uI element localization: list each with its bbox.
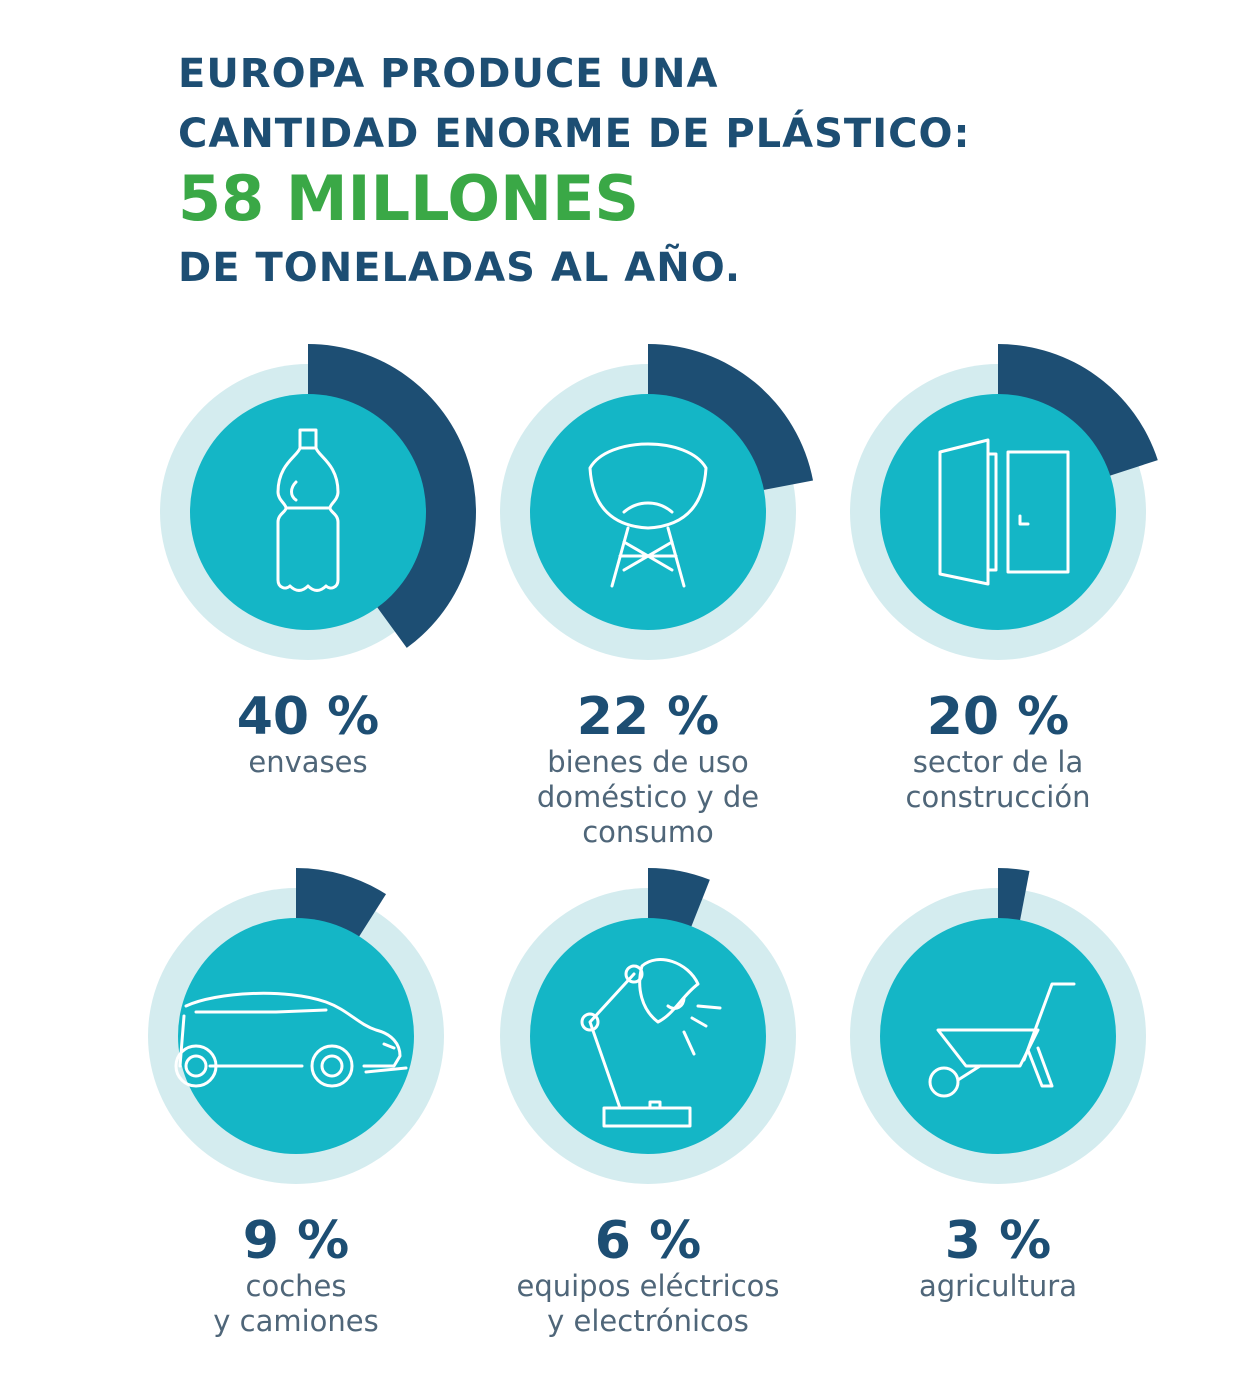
headline: EUROPA PRODUCE UNA CANTIDAD ENORME DE PL… [178,44,1178,298]
inner-disc [190,394,426,630]
headline-highlight: 58 MILLONES [178,162,640,235]
value-label: 20 % [927,687,1070,747]
chart-item: 40 %envases [160,344,476,779]
value-label: 9 % [243,1211,349,1271]
car-icon [174,991,408,1088]
inner-disc [880,918,1116,1154]
category-label: construcción [906,780,1091,814]
inner-disc [530,394,766,630]
lamp-icon [580,958,722,1128]
inner-disc [880,394,1116,630]
category-label: bienes de uso [547,745,749,779]
category-label: equipos eléctricos [517,1269,780,1303]
category-label: agricultura [919,1269,1077,1303]
door-icon [938,438,1070,586]
value-label: 6 % [595,1211,701,1271]
category-label: coches [246,1269,347,1303]
category-label: envases [248,745,367,779]
headline-line-1: EUROPA PRODUCE UNA [178,51,719,97]
value-label: 3 % [945,1211,1051,1271]
category-label: sector de la [913,745,1083,779]
category-label: y camiones [213,1304,378,1338]
inner-disc [530,918,766,1154]
category-label: y electrónicos [547,1304,749,1338]
category-label: doméstico y de [537,780,759,814]
bottle-icon [276,428,340,592]
headline-line-2: CANTIDAD ENORME DE PLÁSTICO: [178,111,971,157]
category-label: consumo [582,815,714,849]
value-label: 22 % [577,687,720,747]
value-label: 40 % [237,687,380,747]
wheelbarrow-icon [928,982,1076,1098]
inner-disc [178,918,414,1154]
chair-icon [588,442,708,588]
headline-line-3: DE TONELADAS AL AÑO. [178,245,742,291]
chart-item: 3 %agricultura [850,868,1146,1303]
